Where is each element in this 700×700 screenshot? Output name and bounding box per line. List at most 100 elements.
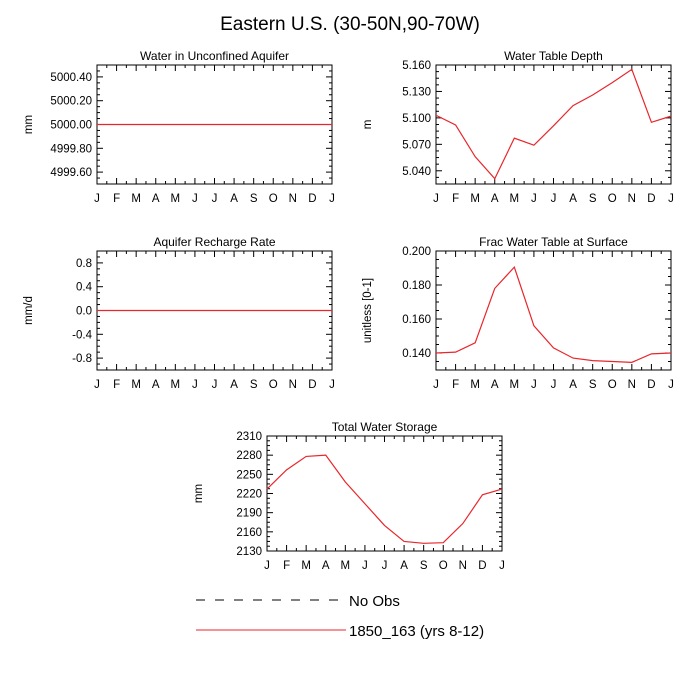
- y-tick-label: 5.160: [402, 60, 431, 72]
- x-tick-label: O: [608, 193, 617, 205]
- x-tick-label: J: [382, 560, 388, 572]
- x-tick-label: M: [171, 193, 181, 205]
- x-tick-label: J: [94, 379, 100, 391]
- series-line-model: [266, 454, 503, 544]
- y-tick-label: 5000.20: [50, 96, 92, 108]
- y-tick-label: 0.180: [402, 280, 431, 292]
- y-tick-label: 5.100: [402, 113, 431, 125]
- x-tick-label: M: [470, 379, 480, 391]
- x-tick-label: J: [362, 560, 368, 572]
- y-axis-label: unitless [0-1]: [362, 278, 374, 343]
- y-tick-label: 2160: [236, 527, 262, 539]
- x-tick-label: J: [531, 193, 537, 205]
- x-tick-label: J: [94, 193, 100, 205]
- y-tick-label: 4999.60: [50, 167, 92, 179]
- x-tick-label: M: [510, 379, 520, 391]
- x-tick-label: S: [420, 560, 428, 572]
- y-tick-label: 2190: [236, 508, 262, 520]
- legend-label: No Obs: [349, 593, 400, 610]
- x-tick-label: F: [113, 193, 120, 205]
- x-tick-label: A: [322, 560, 330, 572]
- legend-label: 1850_163 (yrs 8-12): [349, 623, 484, 640]
- x-tick-label: J: [668, 379, 674, 391]
- legend: No Obs 1850_163 (yrs 8-12): [196, 593, 484, 640]
- x-tick-label: M: [341, 560, 351, 572]
- x-tick-label: D: [647, 379, 655, 391]
- x-tick-label: A: [230, 193, 238, 205]
- x-tick-label: J: [192, 193, 198, 205]
- legend-item-model: 1850_163 (yrs 8-12): [196, 623, 484, 640]
- x-tick-label: A: [569, 379, 577, 391]
- x-tick-label: J: [433, 379, 439, 391]
- x-tick-label: J: [499, 560, 505, 572]
- x-tick-label: S: [589, 379, 597, 391]
- plot-frame: [266, 435, 503, 552]
- y-tick-label: 0.4: [76, 282, 93, 294]
- y-tick-label: 2130: [236, 546, 262, 558]
- y-axis-label: m: [362, 120, 374, 130]
- x-tick-label: D: [647, 193, 655, 205]
- y-tick-label: 5000.00: [50, 120, 92, 132]
- x-tick-label: A: [400, 560, 408, 572]
- x-tick-label: J: [192, 379, 198, 391]
- x-tick-label: A: [569, 193, 577, 205]
- x-tick-label: D: [308, 379, 316, 391]
- x-tick-label: M: [131, 193, 141, 205]
- y-tick-label: 2280: [236, 450, 262, 462]
- x-tick-label: O: [269, 379, 278, 391]
- y-tick-label: 5.040: [402, 166, 431, 178]
- x-tick-label: J: [329, 193, 335, 205]
- x-tick-label: A: [152, 379, 160, 391]
- x-tick-label: M: [510, 193, 520, 205]
- x-tick-label: A: [230, 379, 238, 391]
- y-axis-label: mm: [23, 115, 35, 134]
- x-tick-label: M: [301, 560, 311, 572]
- x-tick-label: J: [551, 379, 557, 391]
- x-tick-label: J: [531, 379, 537, 391]
- y-tick-label: 5000.40: [50, 72, 92, 84]
- y-tick-label: 0.140: [402, 348, 431, 360]
- x-tick-label: A: [491, 193, 499, 205]
- plot-frame: [435, 250, 672, 371]
- x-tick-label: O: [439, 560, 448, 572]
- series-line-model: [435, 265, 672, 363]
- x-tick-label: J: [551, 193, 557, 205]
- x-tick-label: D: [478, 560, 486, 572]
- x-tick-label: J: [212, 379, 218, 391]
- y-tick-label: 2310: [236, 431, 262, 443]
- panel-title: Aquifer Recharge Rate: [153, 235, 275, 249]
- y-tick-label: 2220: [236, 489, 262, 501]
- y-tick-label: 0.200: [402, 246, 431, 258]
- x-tick-label: O: [269, 193, 278, 205]
- panel-title: Frac Water Table at Surface: [479, 235, 628, 249]
- x-tick-label: N: [289, 379, 297, 391]
- x-tick-label: S: [589, 193, 597, 205]
- y-tick-label: 0.0: [76, 306, 92, 318]
- x-tick-label: N: [459, 560, 467, 572]
- panel-title: Total Water Storage: [332, 420, 438, 434]
- x-tick-label: O: [608, 379, 617, 391]
- panel-title: Water Table Depth: [504, 49, 603, 63]
- x-tick-label: N: [628, 193, 636, 205]
- x-tick-label: J: [329, 379, 335, 391]
- x-tick-label: N: [289, 193, 297, 205]
- y-axis-label: mm: [193, 484, 205, 503]
- x-tick-label: S: [250, 379, 258, 391]
- series-line-model: [435, 68, 672, 180]
- x-tick-label: J: [433, 193, 439, 205]
- x-tick-label: J: [264, 560, 270, 572]
- y-tick-label: 5.130: [402, 86, 431, 98]
- y-tick-label: 4999.80: [50, 143, 92, 155]
- x-tick-label: M: [470, 193, 480, 205]
- x-tick-label: J: [668, 193, 674, 205]
- x-tick-label: F: [283, 560, 290, 572]
- x-tick-label: D: [308, 193, 316, 205]
- plot-frame: [435, 64, 672, 185]
- legend-item-obs: No Obs: [196, 593, 400, 610]
- x-tick-label: J: [212, 193, 218, 205]
